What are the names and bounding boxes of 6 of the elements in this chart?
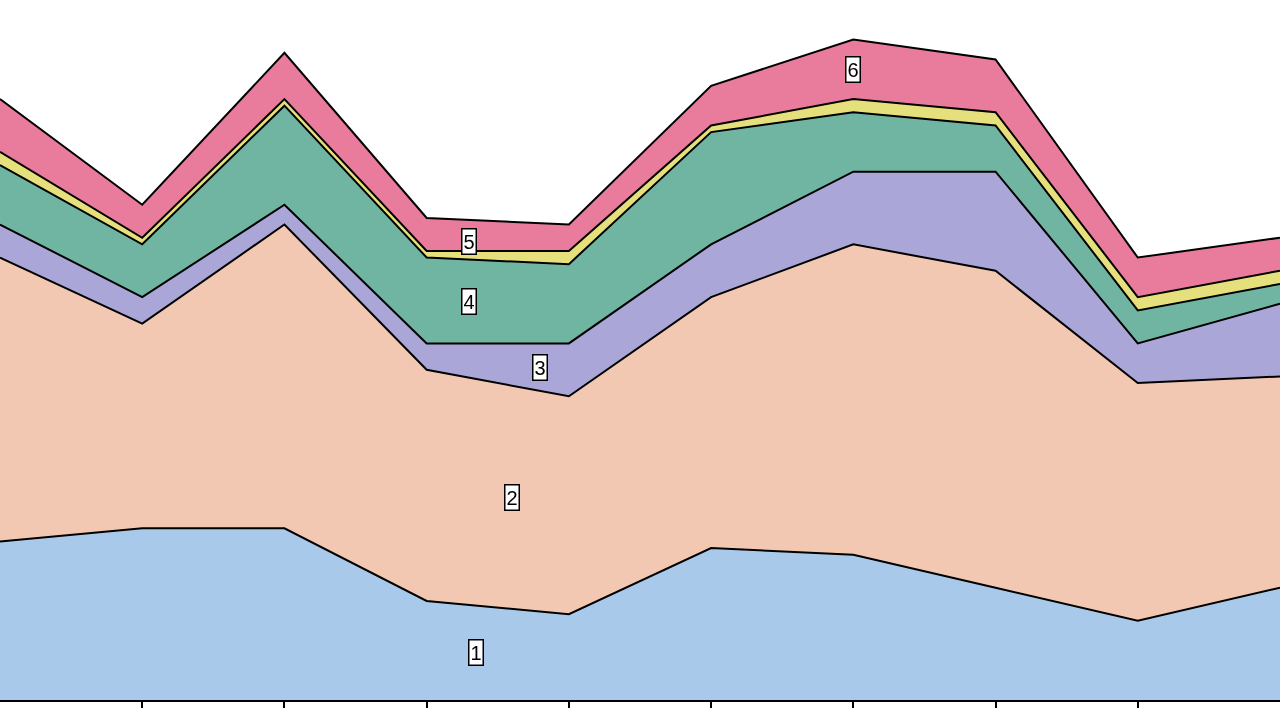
series-label: 2 [506, 486, 518, 509]
series-label: 4 [463, 290, 475, 313]
series-label: 6 [847, 58, 859, 81]
series-label: 5 [463, 230, 475, 253]
series-label: 3 [534, 356, 546, 379]
series-label: 1 [470, 641, 482, 664]
